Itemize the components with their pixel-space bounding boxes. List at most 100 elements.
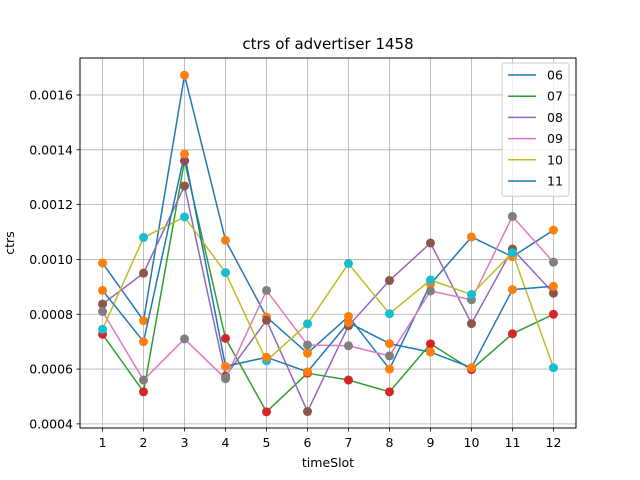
data-point bbox=[343, 341, 353, 351]
y-axis-ticks: 0.0004 0.0006 0.0008 0.0010 0.0012 0.0014 0.00… bbox=[29, 88, 80, 431]
series-10 bbox=[98, 212, 558, 373]
data-point bbox=[221, 361, 231, 371]
x-tick-label: 4 bbox=[222, 435, 230, 450]
data-point bbox=[303, 340, 313, 350]
data-point bbox=[262, 285, 272, 295]
series-layer bbox=[98, 70, 558, 417]
data-point bbox=[139, 337, 149, 347]
x-tick-label: 3 bbox=[181, 435, 189, 450]
data-point bbox=[98, 324, 108, 334]
data-point bbox=[466, 363, 476, 373]
series-11 bbox=[98, 149, 558, 377]
data-point bbox=[384, 309, 394, 319]
x-tick-label: 7 bbox=[345, 435, 353, 450]
data-point bbox=[180, 334, 190, 344]
data-point bbox=[221, 374, 231, 384]
data-point bbox=[139, 233, 149, 243]
data-point bbox=[343, 375, 353, 385]
data-point bbox=[507, 329, 517, 339]
data-point bbox=[425, 238, 435, 248]
data-point bbox=[507, 248, 517, 258]
series-07 bbox=[98, 156, 558, 417]
data-point bbox=[98, 307, 108, 317]
x-tick-label: 12 bbox=[546, 435, 562, 450]
data-point bbox=[98, 258, 108, 268]
data-point bbox=[139, 268, 149, 278]
legend-label: 09 bbox=[547, 131, 563, 146]
legend-label: 11 bbox=[547, 174, 563, 189]
legend-item-06: 06 bbox=[508, 68, 563, 83]
legend: 06 07 08 09 10 11 bbox=[501, 62, 570, 197]
data-point bbox=[303, 348, 313, 358]
data-point bbox=[262, 407, 272, 417]
data-point bbox=[425, 286, 435, 296]
series-09 bbox=[98, 211, 558, 385]
data-point bbox=[98, 285, 108, 295]
legend-item-09: 09 bbox=[508, 131, 563, 146]
data-point bbox=[548, 257, 558, 267]
data-point bbox=[384, 364, 394, 374]
data-point bbox=[466, 232, 476, 242]
data-point bbox=[384, 387, 394, 397]
data-point bbox=[548, 288, 558, 298]
y-tick-label: 0.0006 bbox=[29, 362, 73, 377]
data-point bbox=[507, 211, 517, 221]
data-point bbox=[139, 387, 149, 397]
legend-label: 10 bbox=[547, 152, 563, 167]
y-axis-label: ctrs bbox=[2, 231, 17, 254]
data-point bbox=[303, 319, 313, 329]
data-point bbox=[180, 149, 190, 159]
data-point bbox=[548, 363, 558, 373]
x-tick-label: 6 bbox=[304, 435, 312, 450]
data-point bbox=[548, 225, 558, 235]
legend-label: 07 bbox=[547, 89, 563, 104]
series-line-09 bbox=[101, 215, 555, 381]
y-tick-label: 0.0010 bbox=[29, 252, 73, 267]
legend-label: 06 bbox=[547, 68, 563, 83]
y-tick-label: 0.0012 bbox=[29, 197, 73, 212]
series-line-08 bbox=[102, 185, 554, 413]
series-line-11 bbox=[101, 153, 554, 373]
series-line-10 bbox=[101, 216, 555, 368]
data-point bbox=[548, 309, 558, 319]
y-tick-label: 0.0014 bbox=[29, 142, 73, 157]
x-tick-label: 11 bbox=[505, 435, 521, 450]
legend-item-08: 08 bbox=[508, 110, 563, 125]
data-point bbox=[384, 276, 394, 286]
y-tick-label: 0.0004 bbox=[29, 416, 73, 431]
legend-item-07: 07 bbox=[508, 89, 563, 104]
series-08 bbox=[98, 181, 558, 417]
x-tick-label: 2 bbox=[140, 435, 148, 450]
series-line-07 bbox=[101, 160, 554, 413]
data-point bbox=[180, 181, 190, 191]
y-tick-label: 0.0016 bbox=[29, 88, 73, 103]
x-tick-label: 5 bbox=[263, 435, 271, 450]
x-axis-ticks: 1 2 3 4 5 6 7 8 9 10 11 12 bbox=[99, 428, 562, 450]
data-point bbox=[343, 259, 353, 269]
x-tick-label: 10 bbox=[464, 435, 480, 450]
data-point bbox=[139, 375, 149, 385]
plot-frame bbox=[79, 57, 577, 429]
data-point bbox=[548, 281, 558, 291]
x-tick-label: 9 bbox=[427, 435, 435, 450]
data-point bbox=[425, 347, 435, 357]
legend-item-10: 10 bbox=[508, 152, 563, 167]
data-point bbox=[180, 70, 190, 80]
data-point bbox=[507, 285, 517, 295]
x-tick-label: 8 bbox=[386, 435, 394, 450]
data-point bbox=[303, 407, 313, 417]
data-point bbox=[98, 299, 108, 309]
chart-title: ctrs of advertiser 1458 bbox=[242, 35, 413, 53]
legend-label: 08 bbox=[547, 110, 563, 125]
data-point bbox=[384, 351, 394, 361]
series-line-06 bbox=[101, 74, 554, 370]
legend-item-11: 11 bbox=[508, 174, 563, 189]
data-point bbox=[384, 339, 394, 349]
data-point bbox=[180, 212, 190, 222]
data-point bbox=[303, 367, 313, 377]
data-point bbox=[466, 290, 476, 300]
data-point bbox=[221, 268, 231, 278]
data-point bbox=[262, 315, 272, 325]
y-tick-label: 0.0008 bbox=[29, 307, 73, 322]
